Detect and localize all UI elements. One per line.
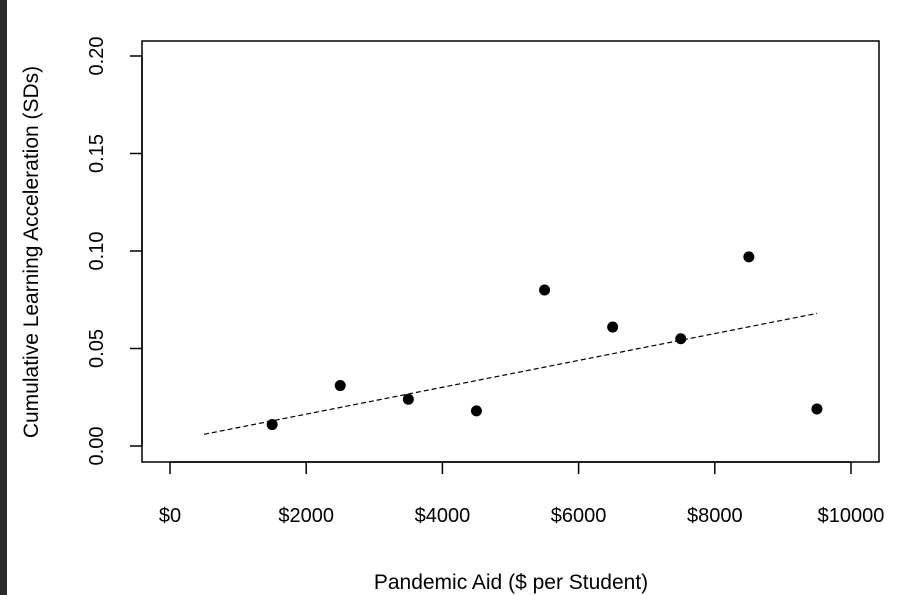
data-point [539, 284, 551, 296]
x-tick-label: $0 [159, 505, 181, 527]
data-point [402, 393, 414, 405]
x-tick-label: $2000 [278, 505, 334, 527]
data-point [334, 380, 346, 392]
x-tick-label: $6000 [551, 505, 607, 527]
data-point [675, 333, 687, 345]
x-tick-label: $10000 [818, 505, 885, 527]
window-left-edge [0, 0, 7, 595]
y-tick-label: 0.10 [86, 232, 108, 271]
trendline [203, 312, 818, 435]
data-point [470, 405, 482, 417]
data-point [743, 251, 755, 263]
x-axis: $0 $2000 $4000 $6000 $8000 $10000 [159, 461, 885, 527]
trendline-layer [203, 312, 818, 435]
data-points [266, 251, 823, 431]
x-tick-label: $8000 [687, 505, 743, 527]
x-tick-label: $4000 [415, 505, 471, 527]
data-point [811, 403, 823, 415]
plot-area-box [141, 40, 880, 463]
data-point [266, 419, 278, 431]
y-axis-title: Cumulative Learning Acceleration (SDs) [20, 66, 43, 438]
data-point [607, 321, 619, 333]
y-tick-label: 0.15 [86, 134, 108, 173]
y-tick-label: 0.05 [86, 329, 108, 368]
y-tick-label: 0.00 [86, 427, 108, 466]
y-axis: 0.00 0.05 0.10 0.15 0.20 [86, 37, 143, 466]
y-tick-label: 0.20 [86, 37, 108, 76]
x-axis-title: Pandemic Aid ($ per Student) [374, 571, 648, 594]
